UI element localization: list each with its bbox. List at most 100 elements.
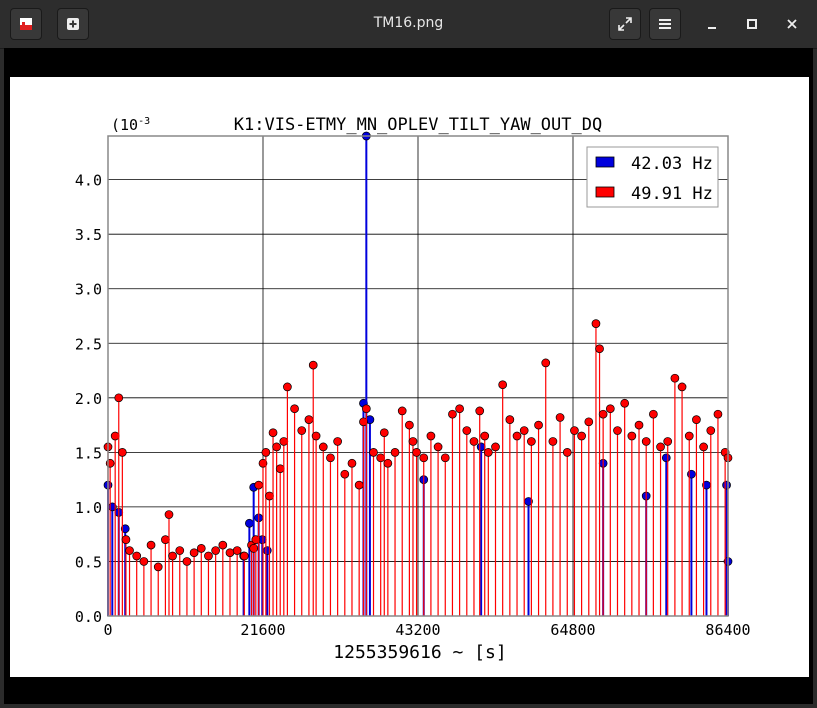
- data-point: [512, 431, 522, 441]
- data-point: [722, 480, 731, 490]
- data-point: [283, 382, 292, 392]
- new-window-icon: [67, 18, 79, 30]
- data-point: [555, 413, 565, 422]
- data-point: [577, 431, 586, 441]
- data-point: [189, 548, 199, 558]
- y-tick-label: 1.0: [75, 499, 102, 517]
- fullscreen-button[interactable]: [609, 8, 641, 40]
- data-point: [390, 448, 400, 457]
- data-point: [275, 464, 285, 474]
- fullscreen-icon: [618, 17, 632, 31]
- maximize-button[interactable]: [740, 12, 764, 36]
- data-point: [570, 426, 579, 435]
- data-point: [146, 540, 156, 550]
- data-point: [340, 469, 350, 479]
- data-point: [605, 404, 615, 414]
- legend: 42.03 Hz 49.91 Hz: [586, 146, 719, 208]
- y-tick-label: 0.5: [75, 553, 102, 571]
- menu-button[interactable]: [649, 8, 681, 40]
- data-point: [225, 548, 235, 558]
- data-point: [440, 453, 450, 463]
- y-tick-label: 1.5: [75, 444, 102, 462]
- data-point: [261, 448, 271, 457]
- data-point: [687, 469, 696, 479]
- minimize-button[interactable]: [700, 12, 724, 36]
- data-point: [699, 442, 708, 452]
- data-point: [661, 453, 671, 463]
- data-point: [541, 358, 551, 368]
- data-point: [713, 409, 723, 419]
- data-point: [620, 398, 630, 408]
- data-point: [598, 409, 608, 419]
- data-point: [161, 535, 170, 544]
- data-point: [562, 448, 572, 457]
- data-point: [519, 426, 529, 435]
- data-point: [304, 415, 314, 424]
- image-app-icon: [20, 18, 32, 30]
- data-point: [483, 448, 493, 457]
- data-point: [656, 442, 665, 452]
- legend-item-49-91-hz: 49.91 Hz: [595, 184, 713, 204]
- data-point: [265, 491, 274, 501]
- data-point: [153, 562, 163, 572]
- data-point: [262, 546, 272, 555]
- data-point: [120, 524, 130, 534]
- data-point: [383, 458, 393, 468]
- x-tick-label: 64800: [550, 621, 595, 639]
- legend-item-42-03-hz: 42.03 Hz: [595, 154, 713, 174]
- close-icon: [787, 19, 797, 29]
- data-point: [706, 426, 716, 435]
- data-point: [405, 420, 414, 430]
- data-point: [591, 319, 601, 328]
- data-point: [379, 428, 389, 438]
- y-tick-labels: 0.0 0.5 1.0 1.5 2.0 2.5 3.0 3.5 4.0: [75, 172, 102, 626]
- data-point: [692, 415, 701, 424]
- data-point: [175, 546, 185, 555]
- window-titlebar: TM16.png: [0, 0, 817, 49]
- x-tick-label: 86400: [705, 621, 750, 639]
- data-point: [476, 442, 486, 452]
- chart-svg: K1:VIS-ETMY_MN_OPLEV_TILT_YAW_OUT_DQ (10…: [75, 115, 751, 663]
- data-point: [527, 437, 536, 446]
- data-point: [110, 431, 120, 441]
- data-point: [258, 458, 268, 468]
- data-point: [369, 448, 378, 457]
- hamburger-menu-icon: [659, 19, 671, 29]
- x-tick-label: 43200: [395, 621, 440, 639]
- data-point: [326, 453, 335, 463]
- data-point: [419, 453, 429, 463]
- data-point: [448, 409, 457, 419]
- data-point: [475, 406, 485, 416]
- data-point: [613, 426, 622, 435]
- data-point: [480, 431, 490, 441]
- maximize-icon: [747, 19, 757, 29]
- data-point: [498, 380, 508, 390]
- data-point: [218, 540, 228, 550]
- data-point: [397, 406, 407, 416]
- legend-marker-blue: [595, 156, 615, 168]
- y-tick-label: 2.0: [75, 390, 102, 408]
- y-tick-label: 2.5: [75, 335, 102, 353]
- y-tick-label: 3.5: [75, 226, 102, 244]
- x-tick-label: 21600: [240, 621, 285, 639]
- data-point: [505, 415, 515, 424]
- plot-frame: [107, 135, 729, 617]
- chart-title: K1:VIS-ETMY_MN_OPLEV_TILT_YAW_OUT_DQ: [234, 115, 602, 135]
- close-button[interactable]: [780, 12, 804, 36]
- data-point: [196, 544, 206, 553]
- y-tick-label: 0.0: [75, 608, 102, 626]
- data-point: [469, 437, 479, 446]
- data-point: [433, 442, 443, 452]
- data-point: [182, 557, 192, 566]
- app-menu-button[interactable]: [10, 8, 42, 40]
- data-point: [125, 546, 134, 555]
- data-point: [426, 431, 436, 441]
- data-point: [290, 404, 299, 414]
- data-point: [279, 437, 289, 446]
- data-point: [641, 437, 651, 446]
- data-point: [359, 417, 368, 427]
- data-point: [595, 344, 604, 354]
- new-window-button[interactable]: [57, 8, 89, 40]
- data-point: [347, 458, 357, 468]
- data-point: [634, 420, 644, 430]
